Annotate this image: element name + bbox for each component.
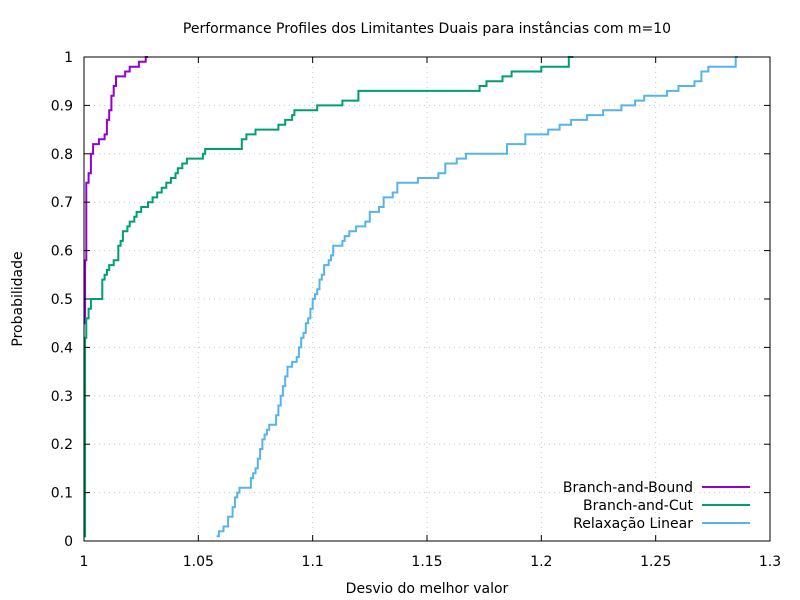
y-axis-ticks: 0 0.1 0.2 0.3 0.4 0.5 0.6 0.7 0.8 0.9 1 (51, 50, 770, 550)
x-tick-label: 1.25 (640, 554, 671, 570)
y-tick-label: 0.8 (51, 147, 73, 163)
y-tick-label: 0.7 (51, 195, 73, 211)
y-tick-label: 0.5 (51, 292, 73, 308)
grid-lines (84, 57, 770, 541)
legend-label-relaxacao-linear: Relaxação Linear (573, 516, 693, 532)
y-tick-label: 0.3 (51, 389, 73, 405)
plot-frame (83, 56, 771, 542)
x-tick-label: 1.2 (530, 554, 552, 570)
legend: Branch-and-Bound Branch-and-Cut Relaxação … (563, 480, 750, 532)
y-tick-label: 0 (64, 534, 73, 550)
y-axis-title: Probabilidade (10, 251, 26, 346)
series-line-branch-and-bound (84, 56, 148, 325)
y-tick-label: 0.6 (51, 244, 73, 260)
legend-label-branch-and-cut: Branch-and-Cut (583, 498, 693, 514)
y-tick-label: 1 (64, 50, 73, 66)
x-tick-label: 1.1 (302, 554, 324, 570)
x-axis-ticks: 1 1.05 1.1 1.15 1.2 1.25 1.3 (80, 57, 781, 570)
series-line-branch-and-cut (84, 56, 574, 538)
legend-label-branch-and-bound: Branch-and-Bound (563, 480, 693, 496)
y-tick-label: 0.9 (51, 98, 73, 114)
x-tick-label: 1.05 (183, 554, 214, 570)
y-tick-label: 0.2 (51, 437, 73, 453)
y-tick-label: 0.4 (51, 340, 73, 356)
x-tick-label: 1.15 (411, 554, 442, 570)
y-tick-label: 0.1 (51, 486, 73, 502)
x-axis-title: Desvio do melhor valor (346, 581, 509, 597)
x-tick-label: 1.3 (759, 554, 781, 570)
x-tick-label: 1 (80, 554, 89, 570)
series-lines (84, 56, 738, 538)
series-line-relaxacao-linear (216, 56, 738, 538)
chart-title: Performance Profiles dos Limitantes Duai… (183, 21, 671, 37)
